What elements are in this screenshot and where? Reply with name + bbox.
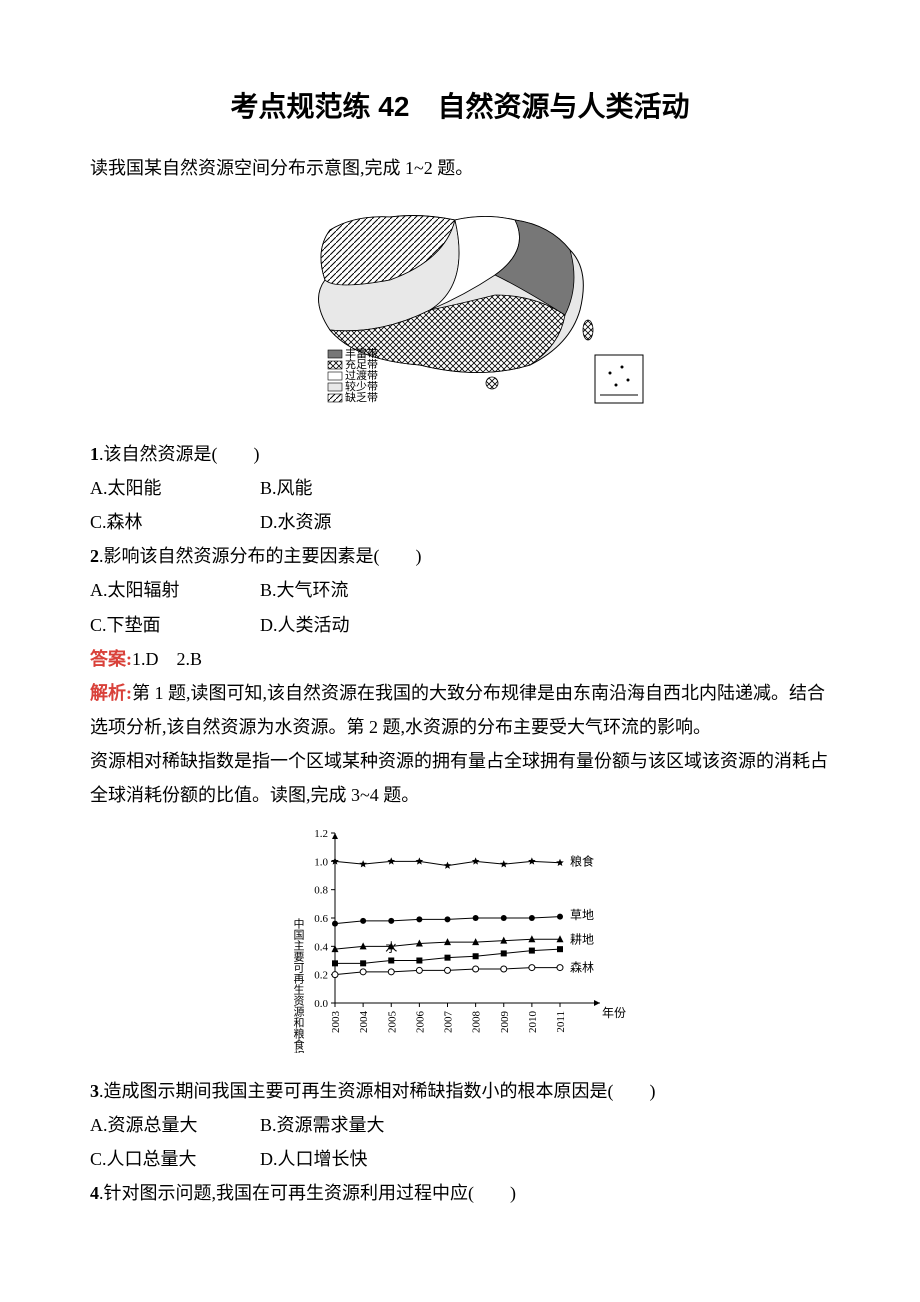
q2-opt-a: A.太阳辐射 xyxy=(90,573,260,607)
svg-text:2008: 2008 xyxy=(471,1010,483,1033)
page-title: 考点规范练 42 自然资源与人类活动 xyxy=(90,80,830,133)
q2-stem: .影响该自然资源分布的主要因素是( ) xyxy=(99,546,422,566)
svg-text:森林: 森林 xyxy=(570,959,594,974)
q1-opt-a: A.太阳能 xyxy=(90,471,260,505)
legend-item-1: 充足带 xyxy=(345,357,378,371)
q4-stem: .针对图示问题,我国在可再生资源利用过程中应( ) xyxy=(99,1183,516,1203)
svg-text:2007: 2007 xyxy=(443,1010,455,1033)
q2-opt-c: C.下垫面 xyxy=(90,608,260,642)
question-1: 1.该自然资源是( ) xyxy=(90,437,830,471)
svg-text:2003: 2003 xyxy=(330,1010,342,1033)
svg-text:0.4: 0.4 xyxy=(314,941,328,953)
china-map-figure: 丰富带 充足带 过渡带 较少带 缺乏带 xyxy=(90,195,830,426)
q2-opt-d: D.人类活动 xyxy=(260,608,460,642)
svg-text:2010: 2010 xyxy=(527,1010,539,1033)
legend-item-4: 缺乏带 xyxy=(345,390,378,404)
answer-12: 答案:1.D 2.B xyxy=(90,642,830,676)
q3-opt-b: B.资源需求量大 xyxy=(260,1108,460,1142)
q3-opt-a: A.资源总量大 xyxy=(90,1108,260,1142)
svg-text:2004: 2004 xyxy=(358,1010,370,1033)
svg-text:年份: 年份 xyxy=(602,1006,626,1020)
svg-text:粮食: 粮食 xyxy=(570,853,594,868)
legend-item-3: 较少带 xyxy=(345,379,378,393)
svg-text:1.0: 1.0 xyxy=(314,856,328,868)
intro-text-1: 读我国某自然资源空间分布示意图,完成 1~2 题。 xyxy=(90,151,830,185)
svg-text:1.2: 1.2 xyxy=(314,828,328,840)
intro-text-2: 资源相对稀缺指数是指一个区域某种资源的拥有量占全球拥有量份额与该区域该资源的消耗… xyxy=(90,744,830,812)
q4-num: 4 xyxy=(90,1183,99,1203)
question-3: 3.造成图示期间我国主要可再生资源相对稀缺指数小的根本原因是( ) xyxy=(90,1074,830,1108)
map-legend: 丰富带 充足带 过渡带 较少带 缺乏带 xyxy=(328,346,378,404)
legend-item-2: 过渡带 xyxy=(345,368,378,382)
analysis-12: 解析:第 1 题,读图可知,该自然资源在我国的大致分布规律是由东南沿海自西北内陆… xyxy=(90,676,830,744)
q1-options: A.太阳能 B.风能 C.森林 D.水资源 xyxy=(90,471,830,539)
svg-text:0.2: 0.2 xyxy=(314,969,328,981)
q3-opt-c: C.人口总量大 xyxy=(90,1142,260,1176)
analysis-label: 解析: xyxy=(90,683,132,703)
svg-text:2009: 2009 xyxy=(499,1010,511,1033)
question-2: 2.影响该自然资源分布的主要因素是( ) xyxy=(90,539,830,573)
scarcity-chart-figure: 0.0 0.2 0.4 0.6 0.8 1.0 1.2 2003 2004 2005 2006 200… xyxy=(90,823,830,1064)
q1-opt-d: D.水资源 xyxy=(260,505,460,539)
svg-text:2006: 2006 xyxy=(414,1010,426,1033)
answer-label: 答案: xyxy=(90,649,132,669)
q3-options: A.资源总量大 B.资源需求量大 C.人口总量大 D.人口增长快 xyxy=(90,1108,830,1176)
q3-stem: .造成图示期间我国主要可再生资源相对稀缺指数小的根本原因是( ) xyxy=(99,1081,656,1101)
svg-text:中国主要可再生资源和粮食相对稀缺指数: 中国主要可再生资源和粮食相对稀缺指数 xyxy=(292,917,305,1052)
q1-opt-c: C.森林 xyxy=(90,505,260,539)
answer-12-text: 1.D 2.B xyxy=(132,649,202,669)
legend-item-0: 丰富带 xyxy=(345,346,378,360)
svg-text:0.6: 0.6 xyxy=(314,913,328,925)
q2-opt-b: B.大气环流 xyxy=(260,573,460,607)
q1-stem: .该自然资源是( ) xyxy=(99,444,260,464)
q2-options: A.太阳辐射 B.大气环流 C.下垫面 D.人类活动 xyxy=(90,573,830,641)
scarcity-chart-svg: 0.0 0.2 0.4 0.6 0.8 1.0 1.2 2003 2004 2005 2006 200… xyxy=(280,823,640,1053)
svg-text:草地: 草地 xyxy=(570,908,594,922)
svg-text:水: 水 xyxy=(385,940,397,954)
q3-num: 3 xyxy=(90,1081,99,1101)
svg-text:0.0: 0.0 xyxy=(314,998,328,1010)
q3-opt-d: D.人口增长快 xyxy=(260,1142,460,1176)
question-4: 4.针对图示问题,我国在可再生资源利用过程中应( ) xyxy=(90,1176,830,1210)
svg-text:耕地: 耕地 xyxy=(570,931,594,946)
q2-num: 2 xyxy=(90,546,99,566)
analysis-12-text: 第 1 题,读图可知,该自然资源在我国的大致分布规律是由东南沿海自西北内陆递减。… xyxy=(90,683,825,737)
svg-text:2005: 2005 xyxy=(386,1010,398,1033)
q1-opt-b: B.风能 xyxy=(260,471,460,505)
q1-num: 1 xyxy=(90,444,99,464)
china-map-svg: 丰富带 充足带 过渡带 较少带 缺乏带 xyxy=(270,195,650,415)
svg-text:0.8: 0.8 xyxy=(314,884,328,896)
svg-text:2011: 2011 xyxy=(555,1011,567,1033)
